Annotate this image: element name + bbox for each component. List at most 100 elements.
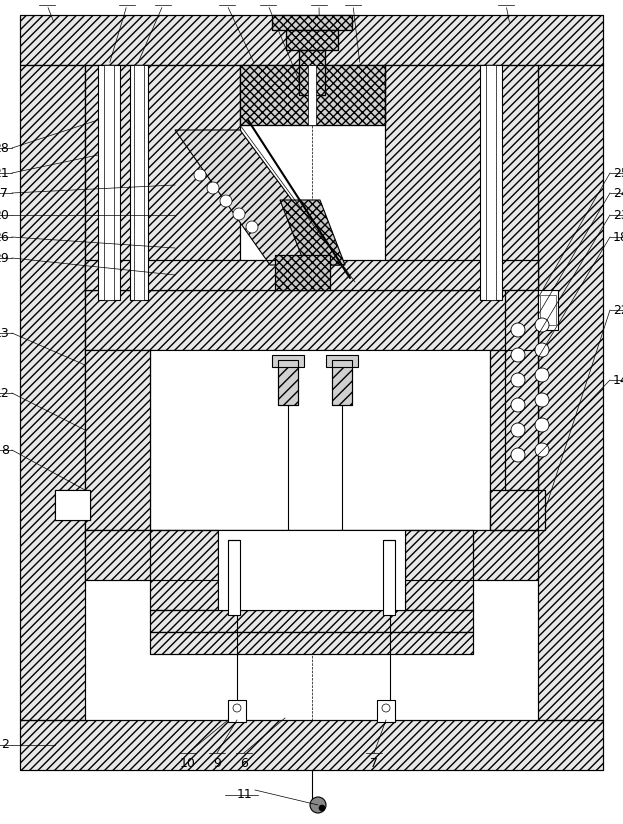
Circle shape (535, 318, 549, 332)
Bar (85, 65, 240, 290)
Text: 16: 16 (155, 0, 171, 2)
Bar (405, 530, 473, 610)
Text: 23: 23 (613, 208, 623, 222)
Bar (383, 540, 395, 615)
Bar (286, 30, 338, 50)
Bar (326, 355, 358, 367)
Bar (150, 610, 473, 632)
Text: 5: 5 (349, 0, 357, 2)
Polygon shape (280, 200, 345, 265)
Bar (505, 290, 538, 490)
Text: 12: 12 (0, 386, 9, 400)
Circle shape (511, 323, 525, 337)
Text: 18: 18 (613, 231, 623, 244)
Text: 24: 24 (613, 186, 623, 199)
Bar (540, 295, 556, 325)
Bar (20, 720, 603, 770)
Circle shape (511, 373, 525, 387)
Text: 15: 15 (311, 0, 327, 2)
Bar (272, 15, 352, 30)
Text: 7: 7 (370, 757, 378, 770)
Bar (299, 50, 325, 95)
Text: 11: 11 (237, 789, 253, 802)
Bar (134, 65, 144, 300)
Bar (538, 65, 603, 720)
Bar (85, 350, 150, 530)
Text: 10: 10 (180, 757, 196, 770)
Circle shape (246, 221, 258, 233)
Bar (98, 65, 120, 300)
Bar (272, 15, 352, 30)
Bar (85, 350, 150, 530)
Circle shape (511, 448, 525, 462)
Circle shape (233, 208, 245, 220)
Bar (20, 15, 603, 65)
Bar (55, 490, 90, 520)
Bar (150, 610, 473, 632)
Bar (240, 65, 385, 125)
Circle shape (535, 393, 549, 407)
Text: 9: 9 (213, 757, 221, 770)
Bar (275, 255, 330, 290)
Polygon shape (175, 130, 340, 265)
Circle shape (535, 418, 549, 432)
Bar (85, 260, 538, 290)
Bar (228, 540, 240, 615)
Text: 17: 17 (0, 186, 9, 199)
Bar (332, 360, 352, 405)
Text: 25: 25 (613, 166, 623, 180)
Text: 22: 22 (613, 303, 623, 316)
Bar (272, 355, 304, 367)
Circle shape (511, 348, 525, 362)
Bar (85, 530, 538, 580)
Bar (150, 530, 218, 610)
Bar (405, 530, 473, 610)
Bar (228, 700, 246, 722)
Bar (150, 530, 218, 610)
Text: 27: 27 (39, 0, 55, 2)
Bar (150, 350, 490, 530)
Text: 8: 8 (1, 443, 9, 456)
Circle shape (511, 423, 525, 437)
Circle shape (382, 704, 390, 712)
Bar (278, 360, 298, 405)
Bar (240, 65, 385, 125)
Bar (85, 290, 538, 350)
Bar (299, 50, 325, 95)
Bar (538, 290, 558, 330)
Bar (490, 490, 545, 530)
Bar (130, 65, 148, 300)
Bar (486, 65, 496, 300)
Text: 14: 14 (613, 373, 623, 386)
Circle shape (310, 797, 326, 813)
Bar (490, 490, 545, 530)
Text: 1: 1 (502, 0, 510, 2)
Bar (505, 290, 538, 490)
Bar (385, 65, 538, 290)
Circle shape (194, 169, 206, 181)
Text: 19: 19 (119, 0, 135, 2)
Bar (20, 720, 603, 770)
Bar (55, 490, 90, 520)
Bar (286, 30, 338, 50)
Bar (299, 50, 325, 95)
Bar (55, 490, 90, 520)
Text: 2: 2 (1, 738, 9, 751)
Bar (308, 65, 316, 125)
Bar (480, 65, 502, 300)
Bar (218, 530, 405, 610)
Bar (490, 350, 538, 530)
Text: 21: 21 (0, 166, 9, 180)
Bar (85, 65, 240, 290)
Bar (240, 65, 385, 125)
Circle shape (535, 343, 549, 357)
Circle shape (511, 398, 525, 412)
Bar (377, 700, 395, 722)
Text: 4: 4 (264, 0, 272, 2)
Bar (286, 30, 338, 50)
Bar (85, 290, 538, 350)
Circle shape (535, 443, 549, 457)
Text: 29: 29 (0, 251, 9, 265)
Text: 3: 3 (223, 0, 231, 2)
Circle shape (233, 704, 241, 712)
